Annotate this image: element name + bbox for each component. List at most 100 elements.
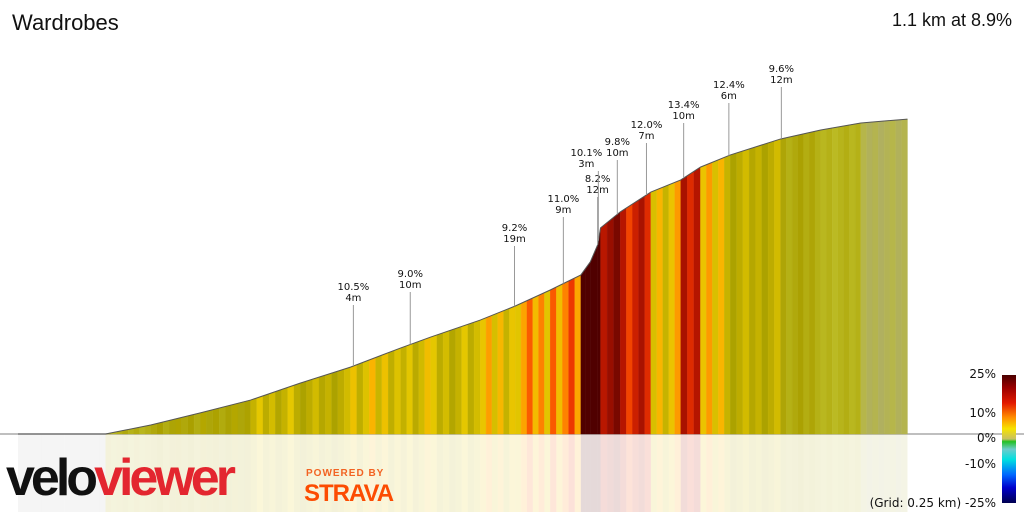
profile-reflection (580, 434, 586, 512)
profile-segment (337, 368, 345, 435)
profile-segment (287, 385, 295, 435)
profile-segment (350, 364, 357, 435)
profile-segment (761, 142, 769, 435)
annotation-length: 19m (503, 234, 525, 245)
profile-reflection (175, 434, 182, 512)
profile-segment (344, 366, 351, 435)
profile-segment (281, 387, 288, 435)
profile-segment (786, 136, 793, 435)
profile-reflection (418, 434, 425, 512)
profile-segment (532, 295, 539, 435)
profile-reflection (250, 434, 257, 512)
profile-segment (656, 186, 663, 435)
profile-reflection (325, 434, 332, 512)
profile-reflection (889, 434, 896, 512)
profile-reflection (139, 434, 146, 512)
profile-reflection (133, 434, 140, 512)
profile-reflection (826, 434, 833, 512)
annotation-length: 9m (555, 205, 571, 216)
profile-segment (503, 308, 510, 435)
profile-segment (318, 374, 326, 435)
profile-segment (724, 154, 731, 435)
profile-segment (878, 120, 885, 435)
profile-segment (300, 380, 307, 435)
profile-reflection (761, 434, 769, 512)
profile-reflection (792, 434, 798, 512)
profile-segment (872, 121, 879, 435)
profile-reflection (406, 434, 413, 512)
profile-reflection (231, 434, 239, 512)
profile-segment (485, 315, 493, 435)
profile-reflection (70, 434, 77, 512)
profile-reflection (29, 434, 36, 512)
legend-tick: -10% (964, 457, 996, 471)
profile-reflection (430, 434, 437, 512)
profile-segment (706, 162, 713, 435)
profile-reflection (381, 434, 389, 512)
profile-segment (749, 146, 756, 435)
profile-reflection (532, 434, 539, 512)
profile-segment (424, 336, 431, 435)
profile-reflection (774, 434, 781, 512)
profile-segment (331, 370, 339, 435)
annotation-length: 12m (586, 185, 608, 196)
profile-reflection (815, 434, 821, 512)
profile-reflection (225, 434, 232, 512)
profile-segment (256, 395, 264, 435)
profile-reflection (521, 434, 527, 512)
grid-label: (Grid: 0.25 km) (869, 496, 962, 510)
annotation-gradient: 12.4% (713, 80, 745, 91)
profile-reflection (712, 434, 719, 512)
profile-segment (574, 274, 582, 435)
profile-segment (854, 122, 861, 435)
profile-reflection (895, 434, 902, 512)
profile-reflection (375, 434, 382, 512)
profile-reflection (650, 434, 657, 512)
annotation-gradient: 9.8% (605, 137, 630, 148)
profile-reflection (562, 434, 569, 512)
profile-reflection (400, 434, 407, 512)
profile-reflection (730, 434, 737, 512)
profile-reflection (486, 434, 492, 512)
annotation-length: 4m (345, 293, 361, 304)
legend-tick-min: -25% (964, 496, 996, 510)
profile-reflection (41, 434, 48, 512)
profile-segment (473, 319, 481, 435)
profile-reflection (797, 434, 804, 512)
profile-reflection (820, 434, 827, 512)
profile-segment (626, 203, 633, 435)
profile-segment (606, 216, 614, 435)
profile-segment (590, 244, 598, 435)
annotation-length: 7m (638, 131, 654, 142)
segment-summary: 1.1 km at 8.9% (891, 10, 1012, 30)
profile-segment (718, 157, 725, 435)
annotation-gradient: 9.6% (769, 64, 794, 75)
profile-segment (687, 171, 695, 435)
profile-reflection (878, 434, 885, 512)
profile-reflection (424, 434, 431, 512)
annotation-gradient: 8.2% (585, 174, 610, 185)
profile-segment (700, 164, 707, 435)
profile-reflection (238, 434, 245, 512)
profile-reflection (275, 434, 282, 512)
profile-segment (275, 389, 282, 435)
profile-segment (325, 372, 332, 435)
profile-segment (175, 417, 182, 435)
profile-reflection (509, 434, 516, 512)
profile-reflection (872, 434, 879, 512)
profile-segment (394, 347, 401, 435)
profile-reflection (150, 434, 157, 512)
profile-segment (674, 179, 681, 435)
profile-segment (680, 175, 688, 435)
profile-reflection (187, 434, 195, 512)
profile-reflection (497, 434, 504, 512)
profile-reflection (768, 434, 775, 512)
profile-reflection (52, 434, 59, 512)
profile-segment (730, 152, 737, 435)
profile-segment (449, 328, 456, 435)
profile-segment (849, 123, 856, 435)
profile-segment (620, 207, 627, 435)
profile-segment (491, 312, 498, 435)
profile-segment (638, 195, 645, 435)
profile-segment (736, 150, 744, 435)
